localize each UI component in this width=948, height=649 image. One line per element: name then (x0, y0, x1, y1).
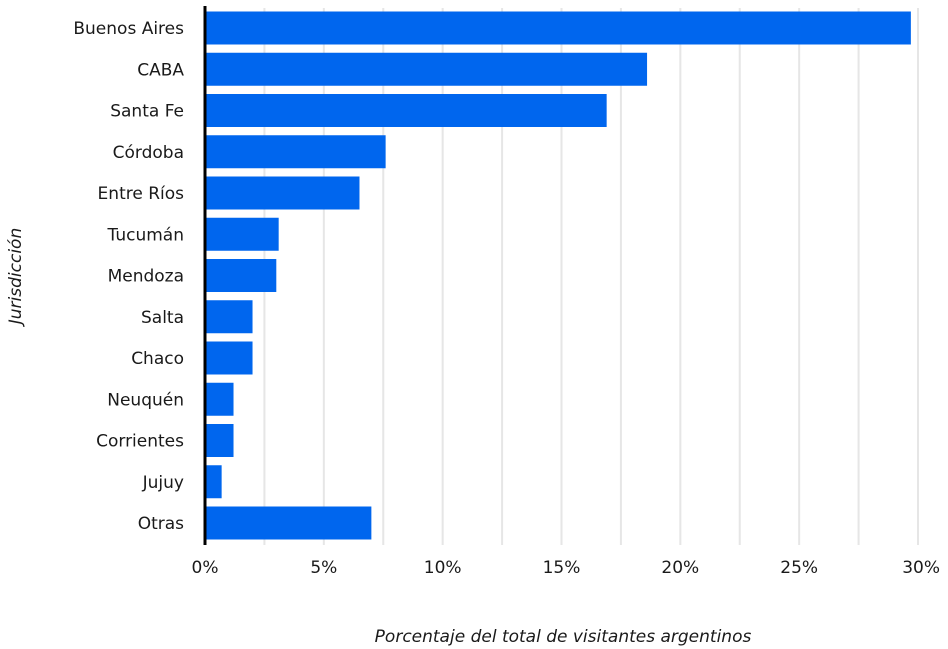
y-tick-label: Santa Fe (110, 102, 184, 122)
y-tick-label: Tucumán (107, 225, 184, 245)
y-tick-label: Córdoba (113, 143, 184, 163)
y-tick-label: Mendoza (108, 267, 184, 287)
x-tick-labels: 0% 5% 10% 15% 20% 25% 30% (192, 558, 940, 578)
bar (205, 259, 277, 292)
bar (205, 52, 648, 86)
y-tick-label: Chaco (131, 349, 184, 369)
y-tick-label: Jujuy (142, 473, 184, 493)
bar (205, 11, 911, 45)
bar (205, 300, 253, 334)
bar (205, 94, 607, 127)
x-tick-label: 10% (424, 558, 462, 578)
bar (205, 135, 386, 169)
bar (205, 506, 372, 540)
y-axis-title: Jurisdicción (6, 228, 26, 327)
y-tick-label: Corrientes (96, 432, 184, 452)
y-tick-label: Salta (141, 308, 184, 328)
y-tick-label: Buenos Aires (73, 19, 184, 39)
bar (205, 465, 222, 499)
y-tick-label: CABA (137, 60, 184, 80)
bar (205, 217, 279, 251)
x-tick-label: 5% (310, 558, 337, 578)
bars (205, 11, 911, 540)
x-axis-title: Porcentaje del total de visitantes argen… (375, 627, 752, 647)
bar (205, 382, 234, 416)
y-tick-label: Entre Ríos (98, 184, 185, 204)
x-tick-label: 0% (192, 558, 219, 578)
gridlines (263, 8, 919, 545)
y-tick-labels: Buenos Aires CABA Santa Fe Córdoba Entre Río… (73, 19, 184, 534)
x-tick-label: 15% (543, 558, 581, 578)
x-tick-label: 30% (902, 558, 940, 578)
x-tick-label: 25% (780, 558, 818, 578)
y-tick-label: Neuquén (107, 390, 184, 410)
bar (205, 424, 234, 457)
bar (205, 176, 360, 210)
bar (205, 341, 253, 375)
x-tick-label: 20% (661, 558, 699, 578)
y-tick-label: Otras (138, 514, 184, 534)
